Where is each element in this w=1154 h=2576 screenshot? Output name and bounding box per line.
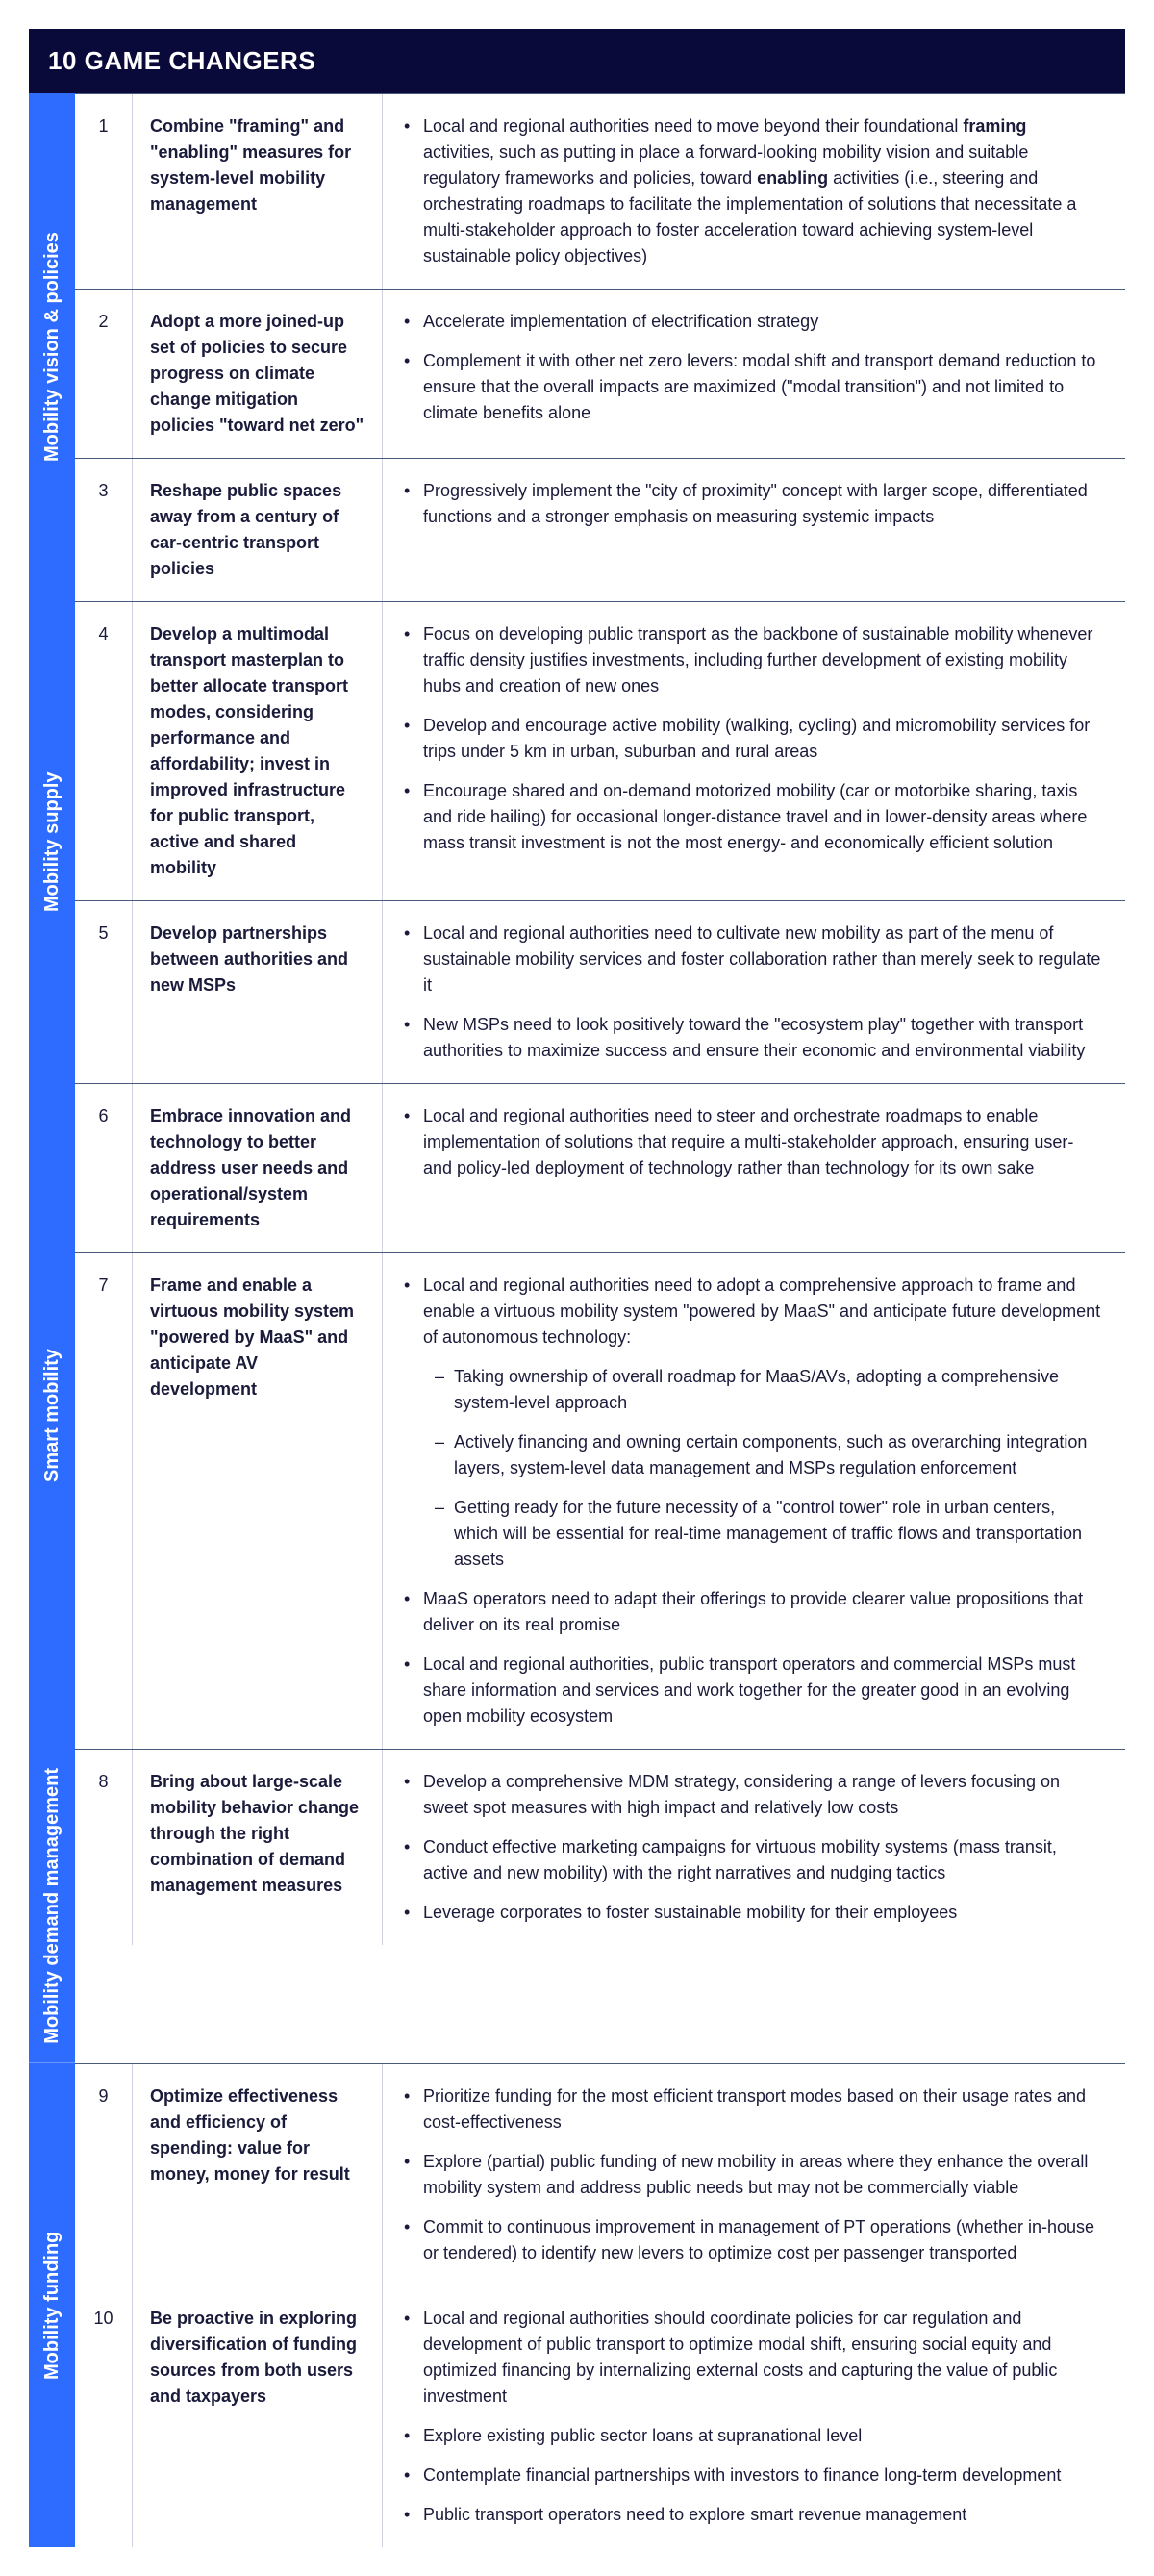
row-number: 3 xyxy=(75,459,133,601)
category-section: Mobility supply4Develop a multimodal tra… xyxy=(29,601,1125,1083)
row-title: Develop partnerships between authorities… xyxy=(133,901,383,1083)
row-title: Frame and enable a virtuous mobility sys… xyxy=(133,1253,383,1749)
bullet-item: Accelerate implementation of electrifica… xyxy=(392,309,1102,335)
bullet-item: Commit to continuous improvement in mana… xyxy=(392,2214,1102,2266)
row-number: 7 xyxy=(75,1253,133,1749)
bullet-list: Local and regional authorities need to s… xyxy=(392,1103,1102,1181)
rows-wrapper: 4Develop a multimodal transport masterpl… xyxy=(75,601,1125,1083)
bullet-item: Local and regional authorities need to c… xyxy=(392,921,1102,998)
bullet-item: Focus on developing public transport as … xyxy=(392,621,1102,699)
rows-wrapper: 9Optimize effectiveness and efficiency o… xyxy=(75,2063,1125,2547)
row-title: Bring about large-scale mobility behavio… xyxy=(133,1750,383,1945)
bullet-item: Public transport operators need to explo… xyxy=(392,2502,1102,2528)
table-row: 3Reshape public spaces away from a centu… xyxy=(75,458,1125,601)
bullet-item: MaaS operators need to adapt their offer… xyxy=(392,1586,1102,1638)
row-number: 5 xyxy=(75,901,133,1083)
bullet-item: Develop a comprehensive MDM strategy, co… xyxy=(392,1769,1102,1821)
bullet-item: Encourage shared and on-demand motorized… xyxy=(392,778,1102,856)
table-row: 2Adopt a more joined-up set of policies … xyxy=(75,289,1125,458)
table-row: 8Bring about large-scale mobility behavi… xyxy=(75,1749,1125,1945)
table-row: 1Combine "framing" and "enabling" measur… xyxy=(75,93,1125,289)
row-description: Prioritize funding for the most efficien… xyxy=(383,2064,1125,2286)
bullet-item: Leverage corporates to foster sustainabl… xyxy=(392,1900,1102,1926)
row-description: Local and regional authorities need to c… xyxy=(383,901,1125,1083)
bullet-list: Focus on developing public transport as … xyxy=(392,621,1102,856)
category-label: Mobility vision & policies xyxy=(29,93,75,601)
row-description: Focus on developing public transport as … xyxy=(383,602,1125,900)
row-title: Embrace innovation and technology to bet… xyxy=(133,1084,383,1252)
table-row: 10Be proactive in exploring diversificat… xyxy=(75,2286,1125,2547)
row-description: Local and regional authorities need to s… xyxy=(383,1084,1125,1252)
row-number: 9 xyxy=(75,2064,133,2286)
bullet-list: Local and regional authorities need to c… xyxy=(392,921,1102,1064)
sub-bullet-item: Getting ready for the future necessity o… xyxy=(423,1495,1102,1573)
sub-bullet-list: Taking ownership of overall roadmap for … xyxy=(423,1364,1102,1573)
row-description: Progressively implement the "city of pro… xyxy=(383,459,1125,601)
bullet-item: Contemplate financial partnerships with … xyxy=(392,2462,1102,2488)
table-row: 6Embrace innovation and technology to be… xyxy=(75,1083,1125,1252)
row-title: Optimize effectiveness and efficiency of… xyxy=(133,2064,383,2286)
category-label: Mobility supply xyxy=(29,601,75,1083)
row-number: 2 xyxy=(75,290,133,458)
row-number: 1 xyxy=(75,94,133,289)
category-section: Mobility funding9Optimize effectiveness … xyxy=(29,2063,1125,2547)
bullet-item: Local and regional authorities need to s… xyxy=(392,1103,1102,1181)
table-container: 10 GAME CHANGERS Mobility vision & polic… xyxy=(29,29,1125,2547)
row-description: Develop a comprehensive MDM strategy, co… xyxy=(383,1750,1125,1945)
category-label: Mobility demand management xyxy=(29,1749,75,2063)
category-label: Mobility funding xyxy=(29,2063,75,2547)
table-row: 9Optimize effectiveness and efficiency o… xyxy=(75,2063,1125,2286)
row-title: Combine "framing" and "enabling" measure… xyxy=(133,94,383,289)
table-row: 7Frame and enable a virtuous mobility sy… xyxy=(75,1252,1125,1749)
category-section: Smart mobility6Embrace innovation and te… xyxy=(29,1083,1125,1749)
bullet-list: Local and regional authorities need to a… xyxy=(392,1273,1102,1730)
bullet-item: Complement it with other net zero levers… xyxy=(392,348,1102,426)
row-number: 6 xyxy=(75,1084,133,1252)
rows-wrapper: 6Embrace innovation and technology to be… xyxy=(75,1083,1125,1749)
bullet-list: Accelerate implementation of electrifica… xyxy=(392,309,1102,426)
row-number: 4 xyxy=(75,602,133,900)
table-header: 10 GAME CHANGERS xyxy=(29,29,1125,93)
rows-wrapper: 1Combine "framing" and "enabling" measur… xyxy=(75,93,1125,601)
row-description: Accelerate implementation of electrifica… xyxy=(383,290,1125,458)
row-description: Local and regional authorities need to m… xyxy=(383,94,1125,289)
bullet-item: Progressively implement the "city of pro… xyxy=(392,478,1102,530)
bullet-list: Local and regional authorities should co… xyxy=(392,2306,1102,2528)
bullet-item: Explore (partial) public funding of new … xyxy=(392,2149,1102,2201)
table-row: 4Develop a multimodal transport masterpl… xyxy=(75,601,1125,900)
bullet-list: Progressively implement the "city of pro… xyxy=(392,478,1102,530)
bullet-item: Prioritize funding for the most efficien… xyxy=(392,2084,1102,2135)
sub-bullet-item: Actively financing and owning certain co… xyxy=(423,1429,1102,1481)
category-section: Mobility vision & policies1Combine "fram… xyxy=(29,93,1125,601)
bullet-item: Conduct effective marketing campaigns fo… xyxy=(392,1834,1102,1886)
row-title: Reshape public spaces away from a centur… xyxy=(133,459,383,601)
row-description: Local and regional authorities need to a… xyxy=(383,1253,1125,1749)
bullet-item: Local and regional authorities need to m… xyxy=(392,114,1102,269)
row-title: Be proactive in exploring diversificatio… xyxy=(133,2286,383,2547)
row-number: 10 xyxy=(75,2286,133,2547)
category-label: Smart mobility xyxy=(29,1083,75,1749)
row-title: Develop a multimodal transport masterpla… xyxy=(133,602,383,900)
sub-bullet-item: Taking ownership of overall roadmap for … xyxy=(423,1364,1102,1416)
row-number: 8 xyxy=(75,1750,133,1945)
table-row: 5Develop partnerships between authoritie… xyxy=(75,900,1125,1083)
bullet-item: New MSPs need to look positively toward … xyxy=(392,1012,1102,1064)
rows-wrapper: 8Bring about large-scale mobility behavi… xyxy=(75,1749,1125,2063)
bullet-list: Develop a comprehensive MDM strategy, co… xyxy=(392,1769,1102,1926)
row-description: Local and regional authorities should co… xyxy=(383,2286,1125,2547)
bullet-list: Local and regional authorities need to m… xyxy=(392,114,1102,269)
bullet-list: Prioritize funding for the most efficien… xyxy=(392,2084,1102,2266)
bullet-item: Develop and encourage active mobility (w… xyxy=(392,713,1102,765)
row-title: Adopt a more joined-up set of policies t… xyxy=(133,290,383,458)
bullet-item: Local and regional authorities should co… xyxy=(392,2306,1102,2410)
category-section: Mobility demand management8Bring about l… xyxy=(29,1749,1125,2063)
bullet-item: Local and regional authorities need to a… xyxy=(392,1273,1102,1573)
bullet-item: Explore existing public sector loans at … xyxy=(392,2423,1102,2449)
bullet-item: Local and regional authorities, public t… xyxy=(392,1652,1102,1730)
